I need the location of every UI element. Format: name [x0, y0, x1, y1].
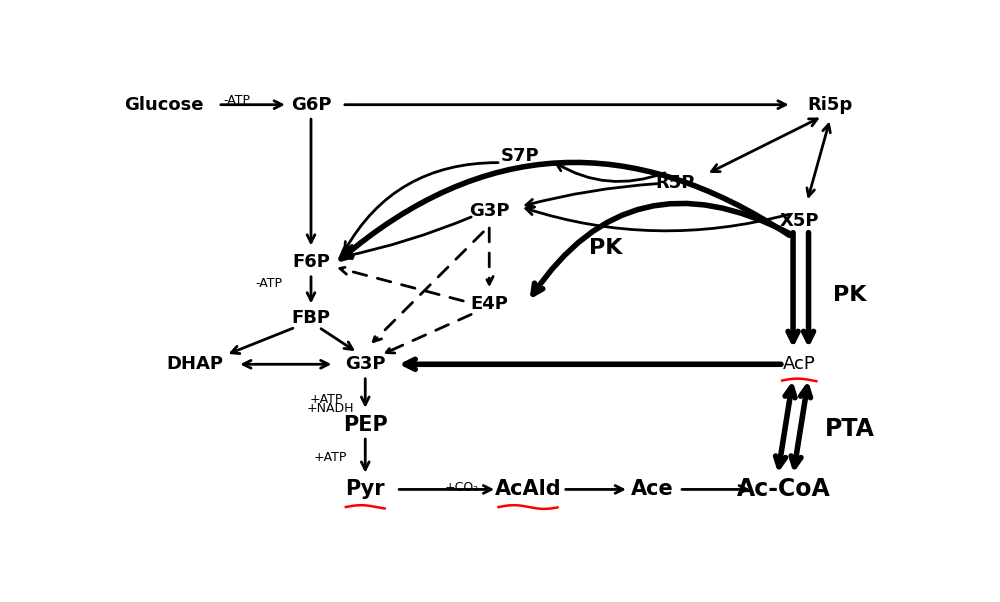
Text: E4P: E4P	[470, 295, 508, 313]
Text: PK: PK	[833, 285, 866, 305]
Text: +ATP: +ATP	[314, 452, 347, 464]
Text: Pyr: Pyr	[345, 479, 385, 500]
Text: PTA: PTA	[825, 417, 875, 441]
Text: -ATP: -ATP	[255, 277, 282, 290]
Text: Ri5p: Ri5p	[808, 96, 853, 114]
Text: Glucose: Glucose	[124, 96, 204, 114]
Text: R5P: R5P	[656, 175, 695, 193]
Text: +ATP: +ATP	[310, 393, 343, 406]
Text: G6P: G6P	[291, 96, 331, 114]
Text: DHAP: DHAP	[166, 355, 223, 373]
Text: PEP: PEP	[343, 415, 388, 435]
Text: +NADH: +NADH	[307, 402, 354, 415]
Text: F6P: F6P	[292, 253, 330, 272]
Text: PK: PK	[589, 238, 622, 258]
Text: Ace: Ace	[631, 479, 673, 500]
Text: -ATP: -ATP	[224, 95, 251, 108]
Text: AcAld: AcAld	[495, 479, 561, 500]
Text: G3P: G3P	[345, 355, 386, 373]
Text: FBP: FBP	[292, 309, 330, 327]
Text: G3P: G3P	[469, 202, 510, 220]
Text: Ac-CoA: Ac-CoA	[737, 477, 831, 501]
Text: S7P: S7P	[501, 147, 540, 165]
Text: +CO₂: +CO₂	[445, 480, 479, 494]
Text: X5P: X5P	[780, 211, 819, 229]
Text: AcP: AcP	[783, 355, 816, 373]
